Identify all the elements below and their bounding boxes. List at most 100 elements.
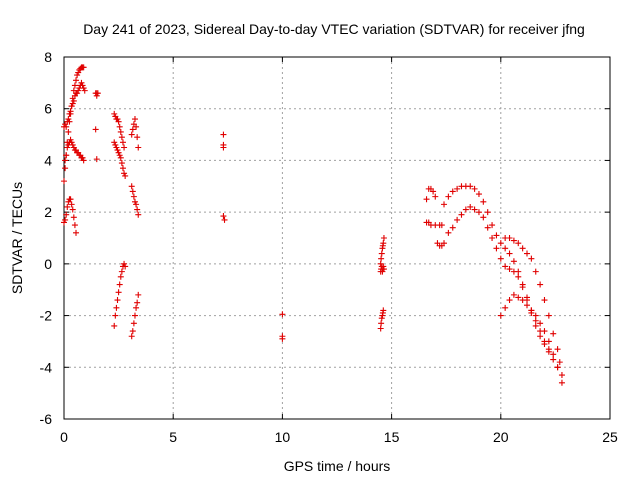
data-point bbox=[93, 156, 100, 163]
data-point bbox=[113, 144, 120, 151]
data-point bbox=[128, 333, 135, 340]
data-point bbox=[65, 128, 72, 135]
data-point bbox=[80, 85, 87, 92]
data-point bbox=[113, 304, 120, 311]
data-point bbox=[135, 291, 142, 298]
data-point bbox=[480, 214, 487, 221]
data-point bbox=[122, 263, 129, 270]
x-tick-label: 5 bbox=[169, 429, 177, 445]
data-point bbox=[524, 250, 531, 257]
data-point bbox=[378, 315, 385, 322]
data-point bbox=[111, 322, 118, 329]
series-arc-3.2h-upper bbox=[128, 116, 142, 151]
data-point bbox=[73, 229, 80, 236]
data-point bbox=[541, 328, 548, 335]
series-arc-late-right bbox=[502, 235, 565, 379]
data-point bbox=[111, 110, 118, 117]
data-point bbox=[545, 338, 552, 345]
data-point bbox=[221, 216, 228, 223]
data-point bbox=[117, 128, 124, 135]
data-point bbox=[524, 302, 531, 309]
series-arc-3.2h-low bbox=[128, 291, 142, 340]
data-point bbox=[69, 141, 76, 148]
x-tick-label: 25 bbox=[602, 429, 618, 445]
data-point bbox=[62, 157, 69, 164]
x-tick-label: 10 bbox=[275, 429, 291, 445]
data-point bbox=[519, 284, 526, 291]
data-point bbox=[550, 330, 557, 337]
data-point bbox=[497, 312, 504, 319]
data-point bbox=[558, 372, 565, 379]
data-point bbox=[497, 255, 504, 262]
data-point bbox=[380, 240, 387, 247]
data-point bbox=[510, 268, 517, 275]
data-point bbox=[74, 72, 81, 79]
data-point bbox=[133, 304, 140, 311]
data-point bbox=[441, 240, 448, 247]
data-point bbox=[67, 196, 74, 203]
data-point bbox=[489, 235, 496, 241]
data-point bbox=[528, 255, 535, 262]
data-point bbox=[118, 268, 125, 275]
data-point bbox=[550, 356, 557, 363]
data-point bbox=[131, 312, 138, 319]
data-point bbox=[532, 322, 539, 329]
data-point bbox=[93, 92, 100, 99]
data-point bbox=[128, 131, 135, 138]
data-point bbox=[484, 224, 491, 231]
series-arc-3.2h-mid bbox=[128, 183, 142, 218]
data-point bbox=[80, 64, 87, 71]
data-point bbox=[519, 245, 526, 252]
data-point bbox=[119, 165, 126, 172]
data-point bbox=[130, 320, 137, 327]
series-cluster-16.8h bbox=[423, 185, 448, 249]
data-point bbox=[378, 320, 385, 327]
data-point bbox=[378, 250, 385, 257]
data-point bbox=[115, 149, 122, 156]
data-point bbox=[279, 335, 286, 342]
y-tick-label: 6 bbox=[44, 101, 52, 117]
y-tick-label: -6 bbox=[40, 411, 53, 427]
data-point bbox=[510, 237, 517, 244]
data-point bbox=[69, 100, 76, 107]
data-point bbox=[515, 294, 522, 301]
data-point bbox=[121, 260, 128, 267]
data-point bbox=[112, 141, 119, 148]
series-arc-early-lower bbox=[62, 136, 87, 164]
data-point bbox=[497, 240, 504, 247]
series-isolated-10h bbox=[279, 311, 286, 342]
data-point bbox=[75, 87, 82, 94]
data-point bbox=[454, 185, 461, 192]
data-point bbox=[279, 311, 286, 318]
plot-frame bbox=[63, 56, 611, 420]
data-point bbox=[462, 206, 469, 213]
data-point bbox=[489, 222, 496, 229]
data-point bbox=[220, 131, 227, 138]
data-point bbox=[129, 188, 136, 195]
data-point bbox=[134, 134, 141, 141]
data-point bbox=[484, 209, 491, 216]
data-point bbox=[377, 325, 384, 332]
x-tick-label: 20 bbox=[493, 429, 509, 445]
data-point bbox=[68, 139, 75, 146]
data-point bbox=[441, 201, 448, 208]
data-point bbox=[506, 235, 513, 241]
data-point bbox=[554, 364, 561, 371]
data-point bbox=[445, 229, 452, 236]
data-point bbox=[532, 268, 539, 275]
data-point bbox=[220, 144, 227, 151]
data-point bbox=[554, 346, 561, 353]
data-point bbox=[66, 110, 73, 117]
data-point bbox=[114, 116, 121, 123]
y-axis-label: SDTVAR / TECUs bbox=[9, 182, 25, 294]
data-point bbox=[119, 139, 126, 146]
data-point bbox=[537, 320, 544, 327]
axis-ticks: 0 5 10 15 20 25 -6 -4 -2 0 2 4 6 8 bbox=[40, 49, 618, 445]
data-point bbox=[117, 154, 124, 161]
data-point bbox=[480, 198, 487, 205]
series-arc-14.6h-upper bbox=[377, 235, 387, 267]
data-point bbox=[519, 297, 526, 304]
data-point bbox=[73, 77, 80, 84]
data-point bbox=[135, 211, 142, 218]
